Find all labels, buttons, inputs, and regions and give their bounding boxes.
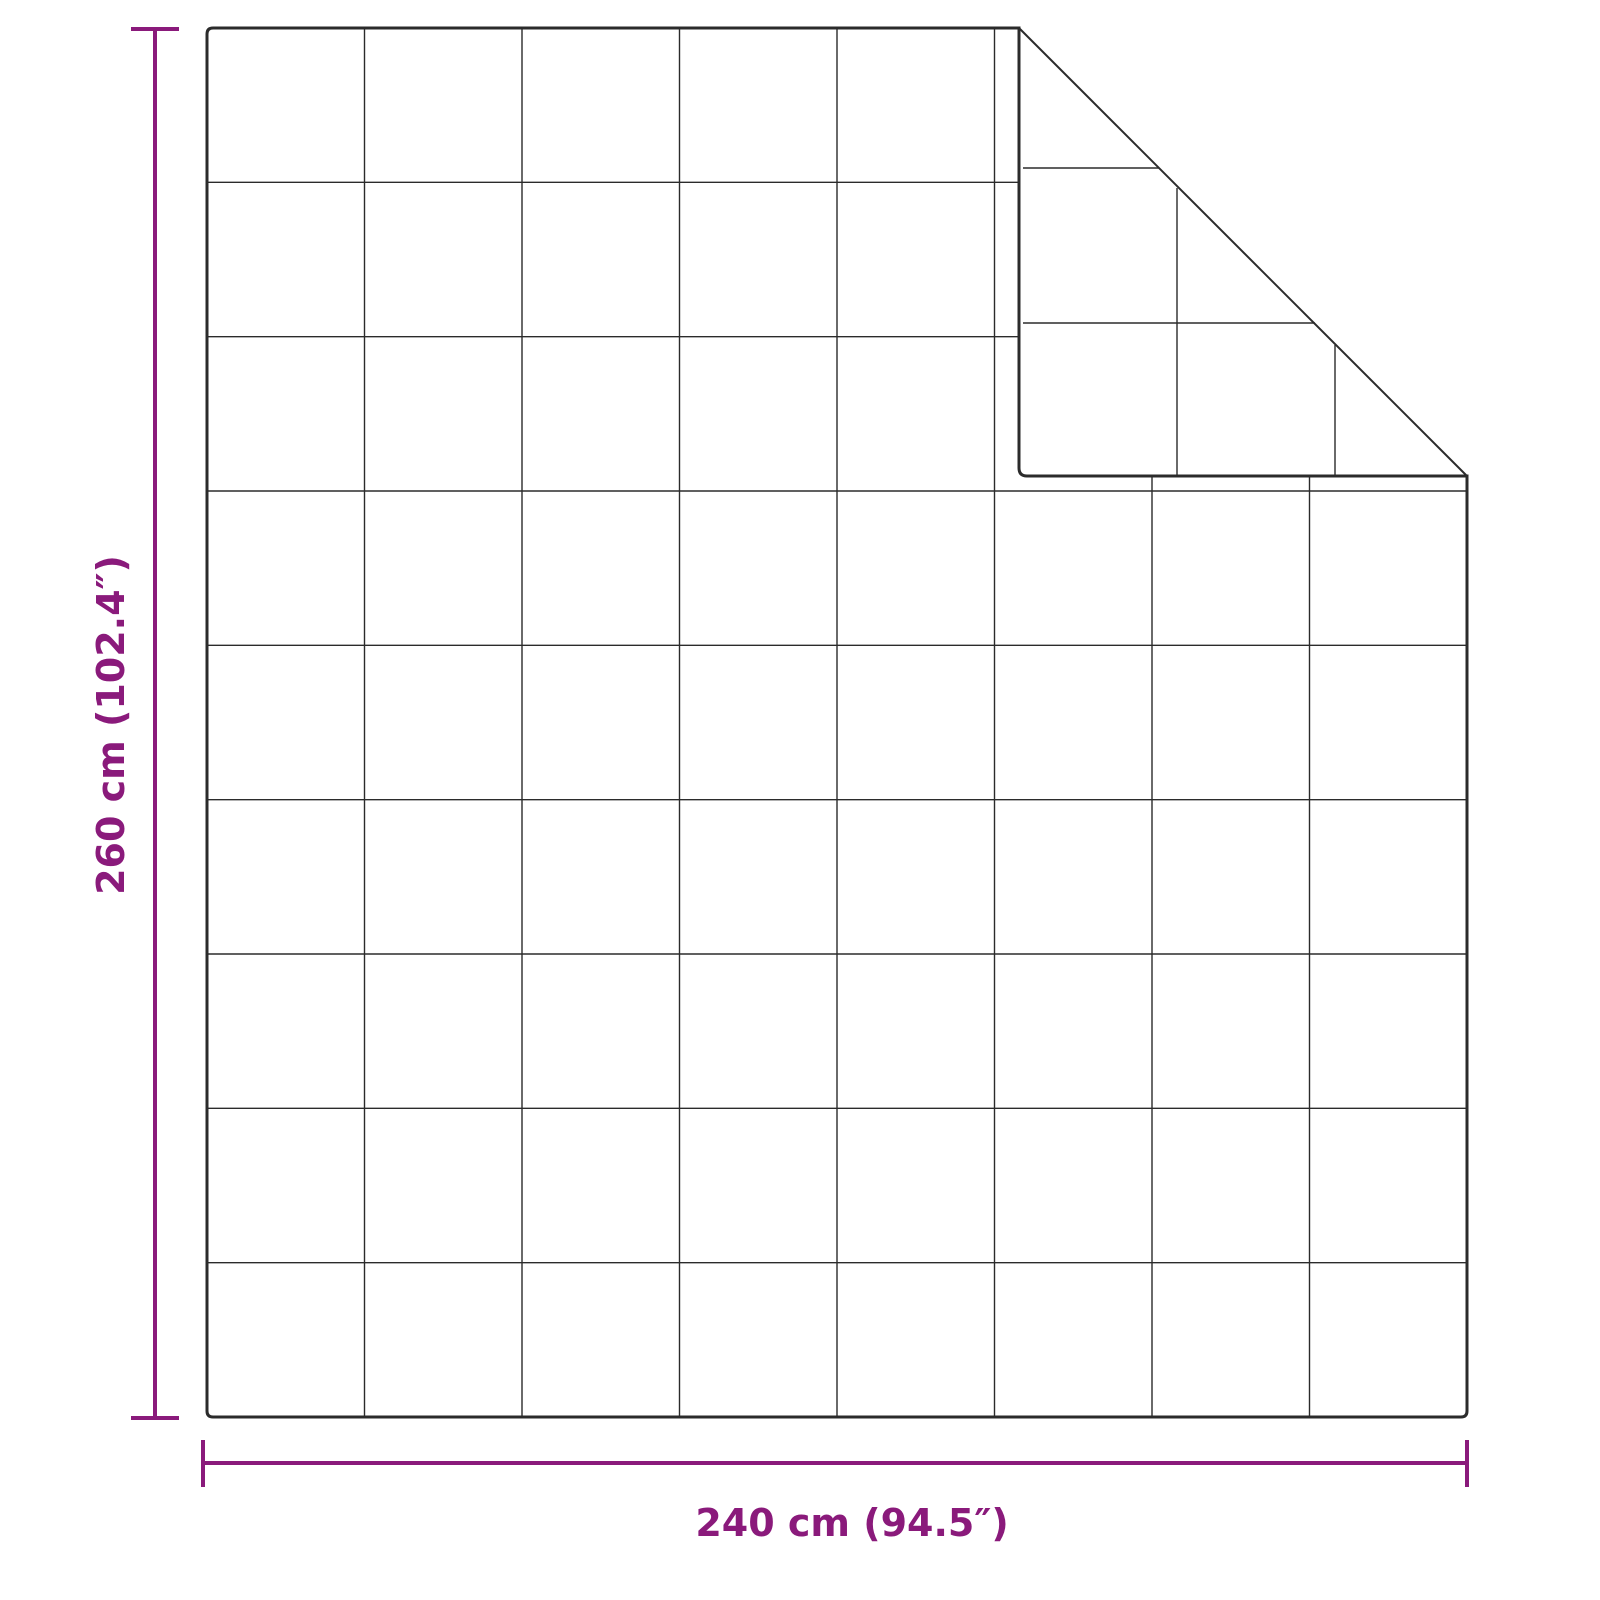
height-dimension-label: 260 cm (102.4″) [89,555,133,895]
quilt-drawing [205,26,1469,1419]
width-dimension-label: 240 cm (94.5″) [695,1501,1008,1545]
fold-diagonal-edge [1018,27,1468,477]
dimension-lines [131,27,1469,1487]
